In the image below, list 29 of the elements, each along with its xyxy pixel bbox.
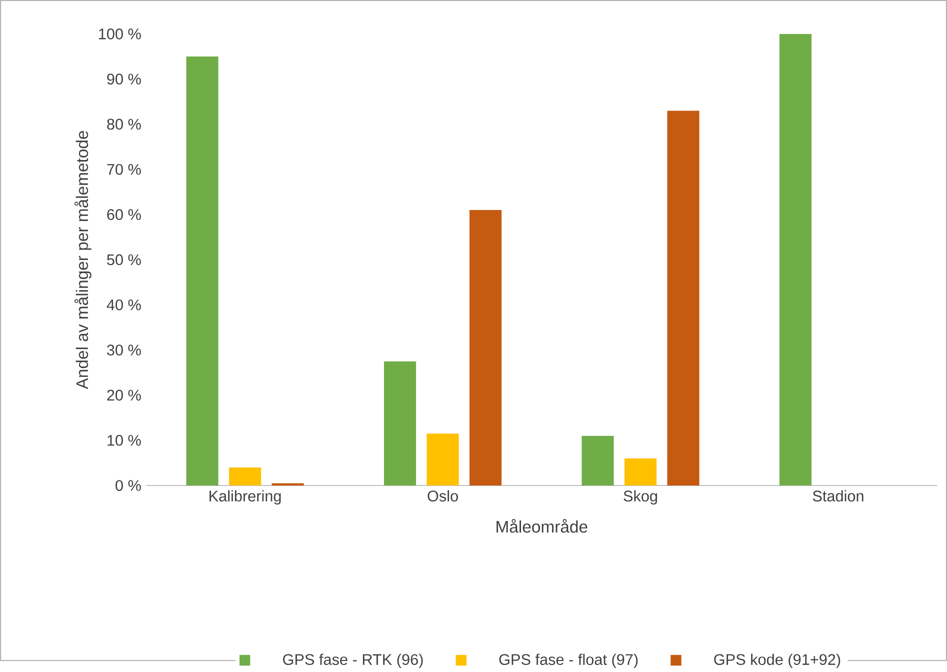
y-tick-label: 50 %	[107, 254, 141, 266]
x-tick-label: Stadion	[812, 490, 864, 502]
bar	[186, 56, 218, 486]
x-tick-label: Oslo	[428, 490, 458, 502]
y-axis-title: Andel av målinger per målemetode	[74, 130, 92, 390]
y-tick-label: 30 %	[107, 344, 141, 356]
y-tick-label: 40 %	[106, 299, 141, 310]
bar	[624, 458, 657, 486]
bar	[779, 34, 812, 486]
bar	[426, 434, 459, 486]
legend-label: GPS kode (91+92)	[714, 654, 840, 668]
bar	[582, 436, 614, 486]
x-axis-title: Måleområde	[496, 518, 588, 533]
y-tick-label: 90 %	[107, 74, 141, 84]
x-tick-label: Kalibrering	[210, 490, 281, 504]
y-tick-label: 70 %	[107, 164, 141, 175]
y-tick-label: 80 %	[107, 118, 141, 130]
x-tick-label: Skog	[624, 490, 658, 504]
legend-label: GPS fase - float (97)	[499, 654, 638, 668]
y-tick-label: 100 %	[99, 28, 141, 40]
y-tick-label: 10 %	[108, 434, 141, 446]
bar	[469, 210, 502, 486]
y-tick-label: 60 %	[107, 209, 141, 220]
y-tick-label: 0 %	[116, 480, 141, 491]
bar	[229, 467, 262, 486]
bar	[384, 361, 416, 486]
legend-label: GPS fase - RTK (96)	[283, 654, 423, 668]
bar	[667, 110, 700, 486]
y-tick-label: 20 %	[107, 390, 141, 401]
